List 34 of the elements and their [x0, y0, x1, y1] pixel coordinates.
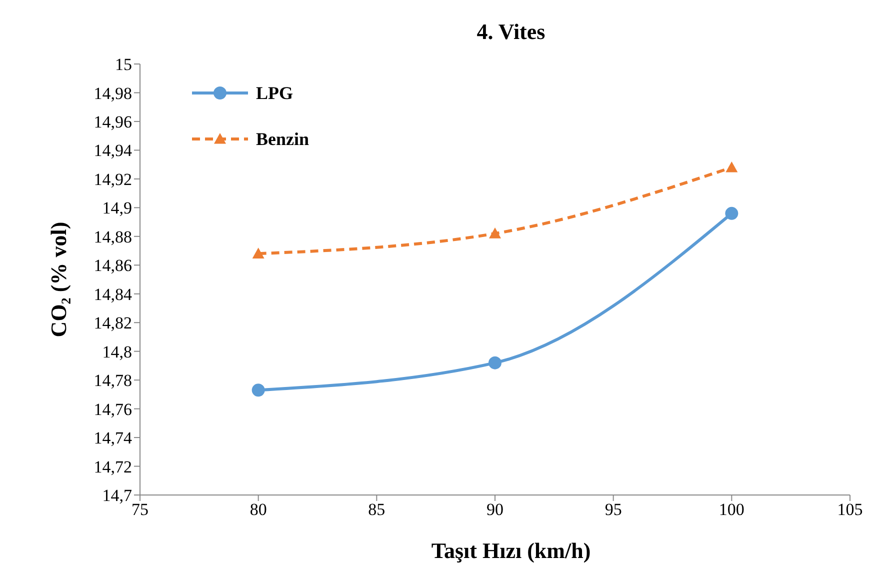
y-tick-label: 14,9 [102, 198, 132, 218]
y-tick-label: 14,78 [94, 371, 132, 390]
y-tick-label: 14,76 [94, 400, 132, 419]
point [725, 206, 738, 220]
x-tick-label: 100 [718, 500, 744, 520]
y-axis-title: CO₂ (% vol) [46, 222, 71, 338]
y-tick-label: 15 [115, 55, 132, 74]
y-tick-label: 14,7 [102, 486, 132, 506]
y-tick-label: 14,94 [94, 141, 132, 160]
y-tick-label: 14,88 [94, 227, 132, 246]
y-tick-label: 14,82 [94, 314, 132, 333]
legend-label: LPG [256, 82, 294, 104]
y-tick-label: 14,98 [94, 84, 132, 103]
point [252, 384, 265, 397]
x-tick-label: 75 [132, 500, 148, 520]
y-tick-label: 14,96 [94, 112, 132, 132]
x-tick-label: 80 [250, 500, 267, 520]
point [488, 356, 502, 370]
y-tick-label: 14,8 [102, 342, 132, 362]
x-tick-label: 90 [486, 500, 504, 520]
x-tick-label: 105 [837, 500, 863, 520]
point [252, 248, 264, 258]
point [489, 228, 501, 238]
y-tick-label: 14,72 [94, 457, 132, 476]
y-tick-label: 14,74 [94, 428, 132, 448]
x-tick-label: 85 [368, 500, 386, 520]
chart-title: 4. Vites [476, 19, 546, 44]
y-tick-label: 14,84 [94, 284, 132, 304]
point [726, 161, 738, 172]
y-tick-label: 14,92 [94, 170, 132, 189]
y-tick-label: 14,86 [94, 256, 132, 276]
x-tick-label: 95 [604, 500, 622, 520]
x-axis-title: Taşıt Hızı (km/h) [431, 538, 591, 564]
legend-label: Benzin [256, 128, 310, 150]
